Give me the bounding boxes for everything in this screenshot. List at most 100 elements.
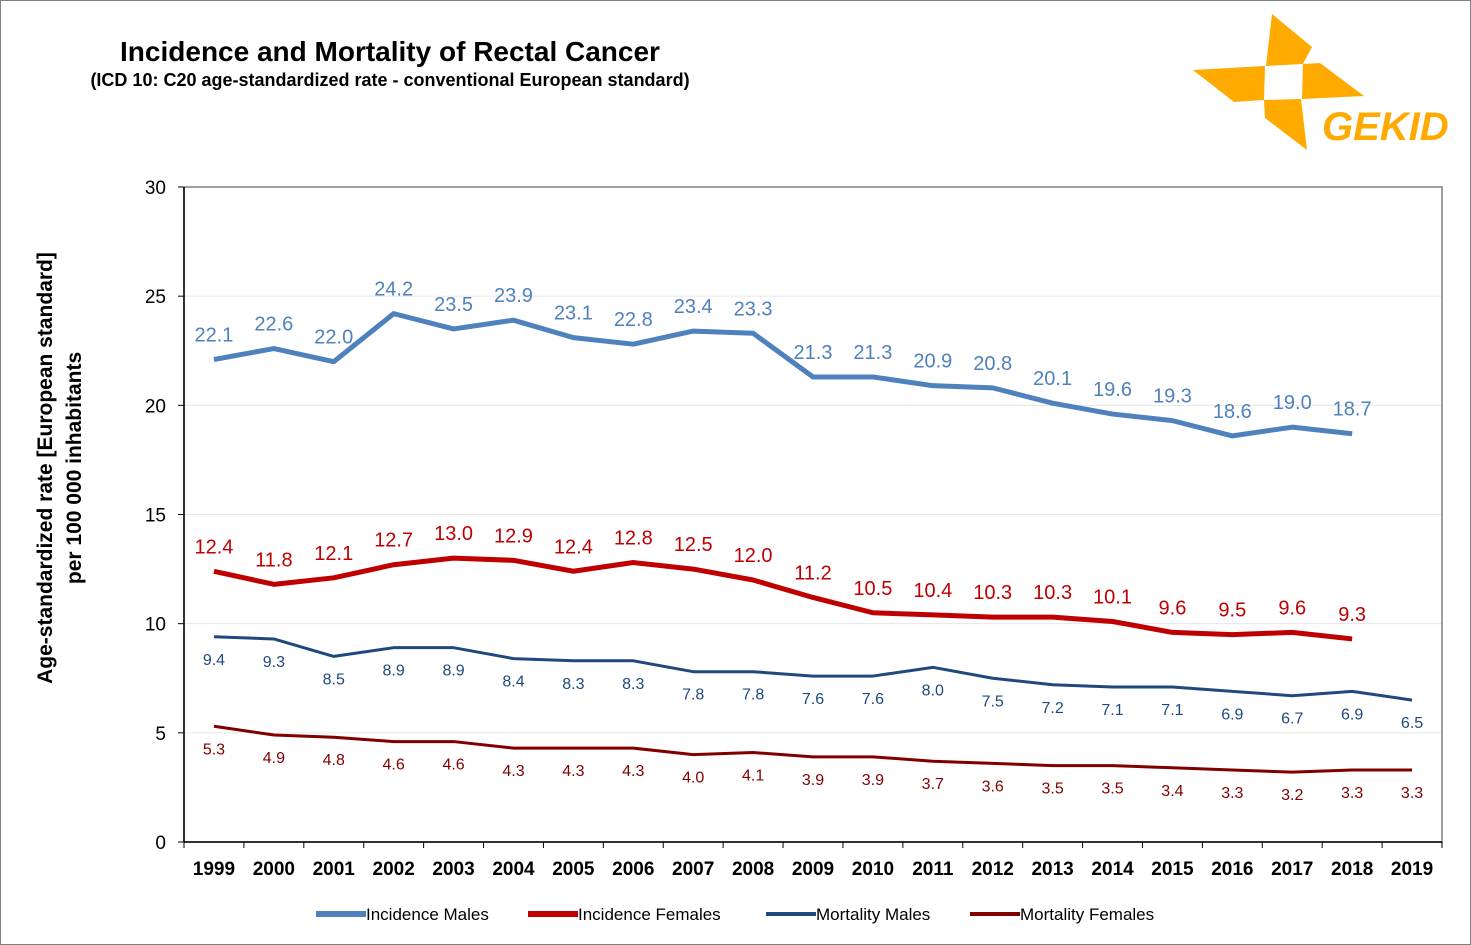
data-label: 4.6 — [442, 757, 464, 774]
data-label: 8.4 — [502, 674, 524, 691]
data-label: 3.4 — [1161, 783, 1183, 800]
chart-title: Incidence and Mortality of Rectal Cancer — [120, 36, 660, 67]
data-label: 21.3 — [853, 342, 892, 364]
data-label: 5.3 — [203, 741, 225, 758]
legend-label: Mortality Males — [816, 905, 930, 924]
x-tick-label: 1999 — [193, 859, 235, 880]
y-tick-label: 10 — [145, 615, 166, 636]
data-label: 13.0 — [434, 523, 473, 545]
data-label: 6.5 — [1401, 715, 1423, 732]
data-label: 20.1 — [1033, 368, 1072, 390]
data-label: 12.9 — [494, 525, 533, 547]
data-label: 9.5 — [1218, 600, 1246, 622]
data-label: 3.3 — [1341, 785, 1363, 802]
data-label: 7.2 — [1041, 700, 1063, 717]
data-label: 4.3 — [562, 763, 584, 780]
data-label: 9.3 — [1338, 604, 1366, 626]
y-axis-label-line1: Age-standardized rate [European standard… — [34, 252, 57, 684]
y-tick-label: 25 — [145, 287, 166, 308]
y-axis-label-line2: per 100 000 inhabitants — [63, 352, 86, 584]
data-label: 10.3 — [1033, 582, 1072, 604]
x-tick-label: 2014 — [1091, 859, 1134, 880]
data-label: 10.1 — [1093, 586, 1132, 608]
legend-item: Incidence Males — [316, 905, 489, 924]
data-label: 18.7 — [1333, 399, 1372, 421]
data-label: 19.6 — [1093, 379, 1132, 401]
data-label: 20.9 — [913, 351, 952, 373]
data-label: 4.1 — [742, 767, 764, 784]
data-label: 12.8 — [614, 528, 653, 550]
data-label: 18.6 — [1213, 401, 1252, 423]
data-label: 12.4 — [194, 536, 233, 558]
data-label: 10.3 — [973, 582, 1012, 604]
data-label: 8.9 — [442, 663, 464, 680]
data-label: 9.6 — [1278, 597, 1306, 619]
data-label: 22.0 — [314, 327, 353, 349]
data-label: 24.2 — [374, 279, 413, 301]
x-tick-label: 2008 — [732, 859, 774, 880]
gekid-logo: GEKID — [1193, 14, 1449, 150]
y-tick-label: 5 — [155, 724, 166, 745]
data-label: 4.6 — [383, 757, 405, 774]
data-label: 12.4 — [554, 536, 593, 558]
x-tick-label: 2016 — [1211, 859, 1253, 880]
x-tick-label: 2001 — [313, 859, 356, 880]
data-label: 22.8 — [614, 309, 653, 331]
data-label: 22.6 — [254, 314, 293, 336]
data-label: 3.9 — [862, 772, 884, 789]
data-label: 8.5 — [323, 671, 345, 688]
data-label: 9.3 — [263, 654, 285, 671]
series-line-incidence-females — [213, 555, 1353, 642]
logo-shape-left — [1193, 66, 1265, 102]
x-tick-label: 2015 — [1151, 859, 1194, 880]
logo-shape-right — [1302, 63, 1364, 99]
x-tick-label: 2005 — [552, 859, 595, 880]
legend-label: Mortality Females — [1020, 905, 1154, 924]
y-tick-label: 30 — [145, 178, 166, 199]
x-tick-label: 2000 — [253, 859, 295, 880]
data-label: 7.6 — [802, 691, 824, 708]
data-label: 4.3 — [622, 763, 644, 780]
legend-item: Mortality Females — [970, 905, 1154, 924]
data-label: 7.8 — [682, 687, 704, 704]
data-label: 7.1 — [1161, 702, 1183, 719]
legend-item: Incidence Females — [528, 905, 721, 924]
legend: Incidence Males Incidence Females Mortalit… — [316, 905, 1154, 924]
series-line-incidence-males — [213, 311, 1353, 439]
y-axis-label: Age-standardized rate [European standard… — [34, 252, 86, 684]
data-label: 7.8 — [742, 687, 764, 704]
legend-label: Incidence Males — [366, 905, 489, 924]
data-label: 12.1 — [314, 543, 353, 565]
data-label: 12.5 — [674, 534, 713, 556]
data-label: 4.3 — [502, 763, 524, 780]
data-label: 4.8 — [323, 752, 345, 769]
data-label: 11.2 — [794, 562, 831, 584]
data-label: 12.7 — [374, 530, 413, 552]
series-lines — [213, 311, 1413, 774]
gridlines — [184, 295, 1442, 734]
x-tick-label: 2010 — [852, 859, 894, 880]
data-label: 8.3 — [622, 676, 644, 693]
data-label: 7.5 — [982, 693, 1004, 710]
data-label: 23.4 — [674, 296, 713, 318]
logo-shape-bottom — [1264, 99, 1307, 150]
series-line-mortality-females — [213, 724, 1413, 774]
y-tick-label: 0 — [155, 833, 166, 854]
data-label: 3.7 — [922, 776, 944, 793]
x-tick-label: 2013 — [1031, 859, 1073, 880]
legend-label: Incidence Females — [578, 905, 721, 924]
data-label: 3.3 — [1221, 785, 1243, 802]
data-label: 3.6 — [982, 778, 1004, 795]
data-label: 7.1 — [1101, 702, 1123, 719]
y-tick-label: 20 — [145, 396, 166, 417]
data-label: 20.8 — [973, 353, 1012, 375]
x-tick-label: 2012 — [972, 859, 1014, 880]
data-label: 23.5 — [434, 294, 473, 316]
data-label: 22.1 — [194, 324, 233, 346]
y-tick-label: 15 — [145, 506, 166, 527]
data-label: 3.3 — [1401, 785, 1423, 802]
x-tick-label: 2002 — [373, 859, 415, 880]
data-label: 6.9 — [1221, 706, 1243, 723]
data-label: 23.3 — [734, 298, 773, 320]
